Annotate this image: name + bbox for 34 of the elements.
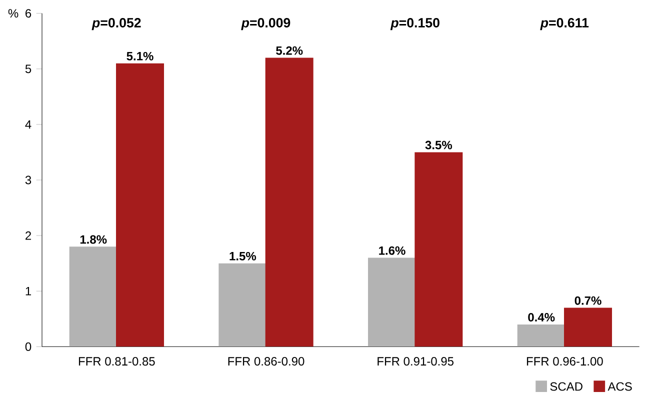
data-label: 0.4%: [528, 313, 555, 322]
bar: [265, 58, 314, 347]
x-tick-label: FFR 0.91-0.95: [378, 357, 454, 366]
data-label: 5.2%: [276, 46, 303, 55]
data-label: 5.1%: [126, 52, 154, 60]
bar: [517, 324, 566, 347]
bar: [414, 152, 463, 347]
bar: [564, 308, 612, 347]
data-label: 1.5%: [230, 252, 256, 260]
y-axis-title: %: [8, 9, 18, 18]
data-label: 1.8%: [80, 235, 107, 244]
data-label: 3.5%: [425, 140, 452, 150]
y-tick-label: 4: [25, 120, 32, 129]
x-tick-label: FFR 0.81-0.85: [78, 357, 155, 366]
bar: [368, 258, 416, 347]
y-tick-label: 6: [26, 9, 32, 18]
annotation: p=0.150: [390, 18, 440, 30]
data-label: 0.7%: [574, 296, 602, 305]
annotation: p=0.052: [92, 18, 141, 30]
y-tick-label: 1: [26, 286, 32, 296]
legend-label: SCAD: [550, 382, 582, 391]
bar: [116, 63, 164, 347]
annotation: p=0.611: [540, 18, 589, 30]
bar: [69, 246, 118, 347]
legend-label: ACS: [608, 382, 632, 391]
bar: [218, 263, 267, 347]
y-tick-label: 2: [26, 231, 31, 240]
y-tick-label: 0: [25, 342, 32, 351]
y-tick-label: 3: [25, 176, 32, 184]
data-label: 1.6%: [379, 246, 406, 255]
x-tick-label: FFR 0.96-1.00: [526, 357, 603, 366]
x-tick-label: FFR 0.86-0.90: [228, 357, 304, 366]
annotation: p=0.009: [241, 18, 290, 30]
y-tick-label: 5: [25, 64, 32, 74]
